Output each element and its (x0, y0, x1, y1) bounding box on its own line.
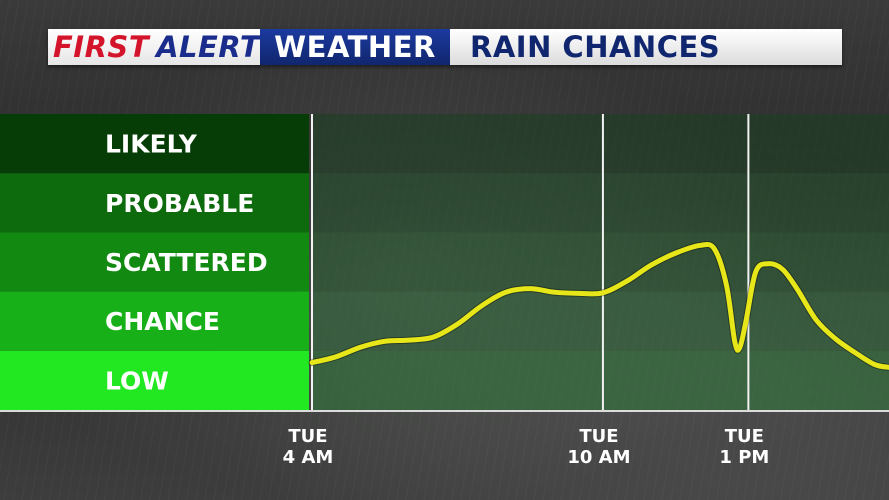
brand-alert-text: ALERT (156, 30, 261, 64)
rain-chance-point (359, 346, 362, 348)
rain-chance-point (699, 244, 701, 247)
rain-chance-point (675, 252, 677, 254)
rain-chance-point (781, 268, 783, 270)
x-tick-day-label: TUE (288, 426, 327, 447)
rain-chance-point (739, 347, 741, 349)
rain-chance-point (335, 356, 337, 358)
plot-band-probable (312, 173, 889, 233)
plot-band-scattered (312, 232, 889, 292)
y-category-label: CHANCE (105, 307, 220, 336)
title-banner: FIRST ALERT WEATHER RAIN CHANCES (48, 29, 842, 65)
rain-chance-point (873, 363, 876, 366)
plot-band-low (312, 350, 889, 410)
rain-chance-point (755, 271, 757, 273)
rain-chance-point (432, 336, 434, 338)
x-tick-time-label: 10 AM (567, 447, 630, 468)
y-category-label: LOW (105, 366, 169, 395)
rain-chance-point (384, 340, 386, 342)
category-band-chance (0, 291, 309, 351)
x-tick-day-label: TUE (579, 426, 618, 447)
rain-chance-point (408, 339, 410, 341)
rain-chance-point (835, 338, 837, 340)
category-band-scattered (0, 232, 309, 292)
brand-weather-text: WEATHER (260, 29, 450, 65)
y-category-label: PROBABLE (105, 189, 254, 218)
y-category-label: SCATTERED (105, 248, 268, 277)
rain-chance-point (578, 292, 580, 294)
rain-chance-point (626, 280, 628, 282)
brand-logo: FIRST ALERT (48, 29, 260, 65)
category-band-probable (0, 173, 309, 233)
rain-chance-point (650, 264, 653, 266)
rain-chance-point (505, 291, 507, 293)
x-tick-time-label: 1 PM (719, 447, 769, 468)
rain-chance-point (796, 288, 798, 290)
rain-chance-point (745, 320, 747, 322)
rain-chance-point (815, 319, 817, 321)
brand-first-text: FIRST (53, 30, 150, 64)
category-band-low (0, 350, 309, 410)
y-category-label: LIKELY (105, 130, 198, 159)
category-band-likely (0, 114, 309, 174)
rain-chance-point (553, 291, 556, 293)
x-tick-day-label: TUE (725, 426, 764, 447)
rain-chance-point (529, 288, 531, 290)
rain-chance-point (713, 248, 716, 250)
rain-chance-point (854, 351, 856, 354)
chart-title: RAIN CHANCES (450, 29, 842, 65)
rain-chance-point (734, 341, 736, 343)
rain-chance-point (767, 263, 769, 265)
plot-band-likely (312, 114, 889, 174)
x-tick-time-label: 4 AM (283, 447, 334, 468)
rain-chance-point (602, 292, 604, 294)
rain-chance-point (456, 323, 459, 325)
rain-chance-point (481, 305, 483, 307)
rain-chance-point (311, 362, 313, 364)
rain-chance-point (725, 285, 728, 287)
